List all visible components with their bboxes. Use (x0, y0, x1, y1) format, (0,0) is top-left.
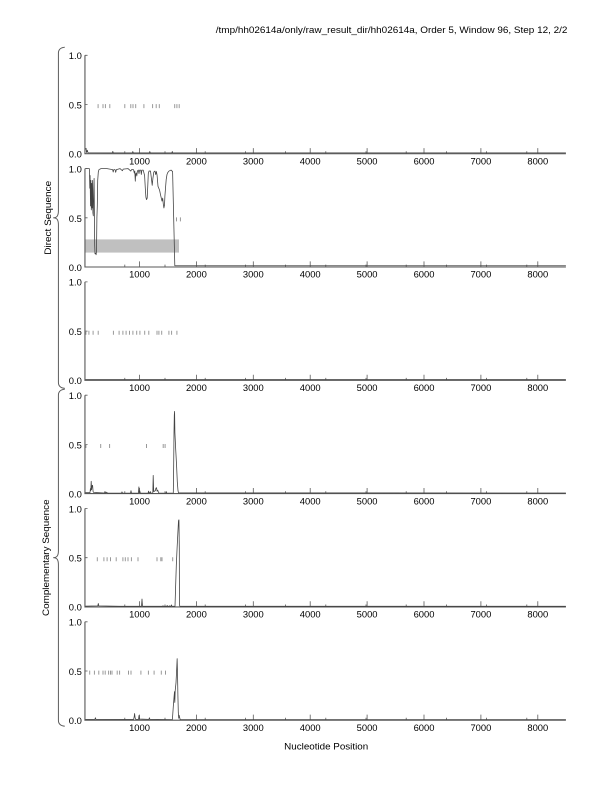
svg-text:5000: 5000 (357, 382, 378, 393)
svg-text:8000: 8000 (527, 155, 548, 166)
svg-text:1000: 1000 (129, 382, 150, 393)
svg-text:5000: 5000 (357, 155, 378, 166)
svg-text:0.5: 0.5 (69, 100, 82, 111)
svg-text:/tmp/hh02614a/only/raw_result_: /tmp/hh02614a/only/raw_result_dir/hh0261… (216, 24, 568, 35)
svg-text:8000: 8000 (527, 269, 548, 280)
svg-text:7000: 7000 (470, 155, 491, 166)
svg-text:5000: 5000 (357, 609, 378, 620)
svg-text:1.0: 1.0 (69, 617, 82, 628)
svg-text:1000: 1000 (129, 495, 150, 506)
svg-text:0.5: 0.5 (69, 326, 82, 337)
svg-text:0.5: 0.5 (69, 553, 82, 564)
svg-text:7000: 7000 (470, 495, 491, 506)
svg-text:3000: 3000 (243, 495, 264, 506)
svg-text:0.5: 0.5 (69, 439, 82, 450)
svg-text:2000: 2000 (186, 722, 207, 733)
svg-text:2000: 2000 (186, 382, 207, 393)
svg-text:4000: 4000 (300, 382, 321, 393)
svg-text:4000: 4000 (300, 495, 321, 506)
svg-text:4000: 4000 (300, 155, 321, 166)
svg-text:6000: 6000 (414, 269, 435, 280)
svg-text:0.0: 0.0 (69, 262, 82, 273)
svg-text:1.0: 1.0 (69, 390, 82, 401)
svg-text:8000: 8000 (527, 382, 548, 393)
svg-text:Complementary Sequence: Complementary Sequence (40, 499, 51, 616)
svg-text:4000: 4000 (300, 269, 321, 280)
svg-text:1000: 1000 (129, 269, 150, 280)
svg-text:0.0: 0.0 (69, 602, 82, 613)
svg-text:1.0: 1.0 (69, 163, 82, 174)
svg-text:4000: 4000 (300, 722, 321, 733)
svg-text:Direct Sequence: Direct Sequence (42, 181, 53, 255)
svg-text:2000: 2000 (186, 269, 207, 280)
svg-text:7000: 7000 (470, 269, 491, 280)
svg-text:1.0: 1.0 (69, 277, 82, 288)
svg-text:6000: 6000 (414, 609, 435, 620)
svg-text:1000: 1000 (129, 722, 150, 733)
svg-text:2000: 2000 (186, 609, 207, 620)
svg-text:0.0: 0.0 (69, 375, 82, 386)
svg-text:6000: 6000 (414, 495, 435, 506)
svg-text:5000: 5000 (357, 495, 378, 506)
svg-text:3000: 3000 (243, 722, 264, 733)
svg-text:0.0: 0.0 (69, 149, 82, 160)
svg-text:0.5: 0.5 (69, 666, 82, 677)
svg-text:8000: 8000 (527, 495, 548, 506)
svg-text:7000: 7000 (470, 609, 491, 620)
svg-text:1.0: 1.0 (69, 50, 82, 61)
svg-text:6000: 6000 (414, 722, 435, 733)
svg-text:5000: 5000 (357, 722, 378, 733)
svg-text:8000: 8000 (527, 722, 548, 733)
svg-text:3000: 3000 (243, 155, 264, 166)
svg-text:0.5: 0.5 (69, 213, 82, 224)
svg-text:7000: 7000 (470, 382, 491, 393)
svg-text:3000: 3000 (243, 382, 264, 393)
svg-text:1000: 1000 (129, 155, 150, 166)
svg-text:1000: 1000 (129, 609, 150, 620)
svg-text:6000: 6000 (414, 155, 435, 166)
svg-text:Nucleotide Position: Nucleotide Position (284, 740, 368, 751)
svg-text:6000: 6000 (414, 382, 435, 393)
svg-text:7000: 7000 (470, 722, 491, 733)
svg-text:0.0: 0.0 (69, 715, 82, 726)
svg-text:0.0: 0.0 (69, 488, 82, 499)
svg-text:3000: 3000 (243, 269, 264, 280)
svg-text:5000: 5000 (357, 269, 378, 280)
svg-text:3000: 3000 (243, 609, 264, 620)
svg-text:1.0: 1.0 (69, 503, 82, 514)
svg-text:4000: 4000 (300, 609, 321, 620)
svg-text:2000: 2000 (186, 495, 207, 506)
svg-text:8000: 8000 (527, 609, 548, 620)
svg-text:2000: 2000 (186, 155, 207, 166)
